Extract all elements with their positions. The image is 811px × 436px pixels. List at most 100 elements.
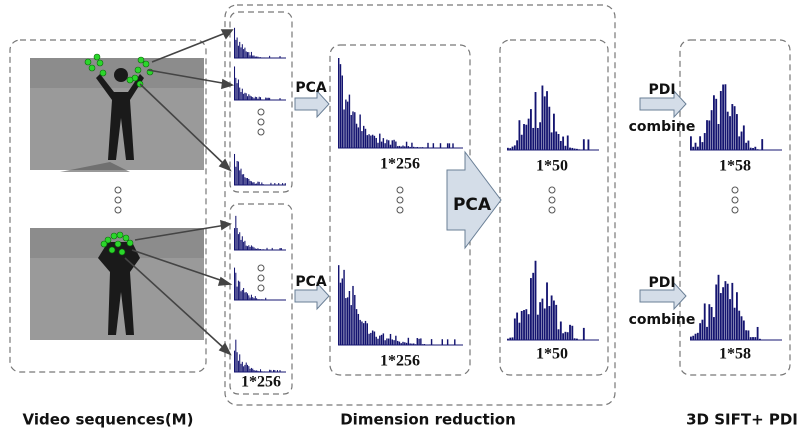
hist-bar — [733, 106, 736, 150]
ellipsis — [114, 108, 739, 292]
hist-bar — [237, 280, 239, 300]
histogram — [338, 265, 463, 346]
hist-bar — [715, 98, 718, 150]
dim-label: 1*50 — [536, 158, 568, 175]
hist-bar — [395, 141, 397, 148]
hist-bar — [386, 338, 388, 345]
dim-label: 1*58 — [719, 346, 751, 363]
hist-bar — [341, 278, 343, 345]
hist-bar — [439, 143, 442, 148]
histogram — [507, 85, 599, 151]
hist-bar — [722, 287, 725, 340]
hist-bar — [745, 330, 748, 340]
histograms — [234, 27, 782, 373]
hist-bar — [240, 363, 242, 372]
hist-bar — [234, 228, 236, 250]
hist-bar — [389, 144, 392, 148]
hist-bar — [562, 136, 565, 150]
hist-bar — [379, 133, 381, 148]
hist-bar — [738, 310, 741, 340]
hist-bar — [243, 287, 245, 300]
pdi-label: PDI — [648, 275, 675, 291]
hist-bar — [235, 272, 237, 300]
hist-bar — [279, 370, 281, 372]
hist-bar — [270, 369, 272, 372]
hist-bar — [265, 97, 267, 100]
ellipsis-dot — [548, 196, 556, 204]
ellipsis-dot — [114, 196, 122, 204]
hist-bar — [254, 183, 256, 185]
hist-bar — [441, 339, 443, 345]
caption: Dimension reduction — [340, 411, 516, 429]
hist-bar — [696, 146, 699, 150]
hist-bar — [241, 236, 243, 250]
hist-bar — [248, 94, 250, 100]
hist-bar — [759, 338, 761, 340]
hist-bar — [710, 110, 713, 150]
dim-label: 1*58 — [719, 158, 751, 175]
hist-bar — [270, 182, 272, 185]
hist-bar — [348, 290, 351, 345]
hist-bar — [271, 247, 273, 250]
hist-bar — [279, 56, 281, 58]
hist-bar — [234, 153, 236, 185]
hist-bar — [513, 318, 516, 340]
hist-bar — [354, 294, 356, 345]
hist-bar — [749, 337, 752, 340]
hist-bar — [731, 282, 734, 340]
hist-bar — [243, 49, 245, 58]
hist-bar — [234, 27, 236, 58]
hist-bar — [400, 343, 402, 345]
hist-bar — [244, 47, 246, 58]
hist-bar — [582, 327, 585, 340]
hist-bar — [252, 246, 254, 250]
connector — [124, 29, 235, 356]
hist-bar — [511, 337, 514, 340]
hist-bar — [736, 292, 738, 340]
pca-arrow — [294, 281, 330, 311]
reduction-box — [224, 4, 616, 406]
hist-bar — [396, 146, 399, 148]
hist-bar — [559, 321, 562, 340]
hist-bar — [404, 146, 406, 148]
hist-bar — [363, 125, 365, 148]
hist-bar — [343, 109, 345, 148]
hist-bar — [523, 124, 525, 150]
hist-bar — [569, 324, 571, 340]
hist-bar — [527, 314, 530, 340]
hist-bar — [534, 92, 537, 150]
histogram — [338, 58, 463, 149]
hist-bar — [247, 293, 249, 300]
hist-bar — [380, 141, 383, 148]
hist-bar — [740, 316, 743, 340]
hist-bar — [345, 298, 347, 345]
hist-bar — [582, 139, 585, 150]
hist-bar — [240, 168, 242, 185]
hist-bar — [576, 338, 578, 340]
hist-bar — [699, 323, 702, 340]
histogram — [234, 27, 286, 59]
hist-bar — [548, 306, 551, 340]
hist-bar — [550, 132, 553, 150]
hist-bar — [402, 145, 404, 148]
hist-bar — [752, 147, 754, 150]
hist-bar — [389, 333, 392, 345]
hist-bar — [252, 182, 254, 185]
hist-bar — [719, 91, 722, 150]
hist-bar — [717, 124, 720, 150]
hist-bar — [398, 341, 401, 345]
hist-bar — [382, 333, 385, 345]
hist-bar — [359, 319, 361, 345]
hist-bar — [555, 304, 558, 340]
hist-bar — [690, 136, 692, 150]
hist-bar — [379, 335, 381, 345]
hist-bar — [694, 142, 697, 150]
hist-bar — [543, 308, 546, 340]
caption: 3D SIFT+ PDI — [686, 411, 798, 429]
hist-bar — [252, 368, 254, 372]
hist-bar — [366, 135, 368, 148]
hist-bar — [245, 93, 247, 100]
hist-bar — [761, 139, 764, 150]
combined-box — [679, 39, 791, 376]
